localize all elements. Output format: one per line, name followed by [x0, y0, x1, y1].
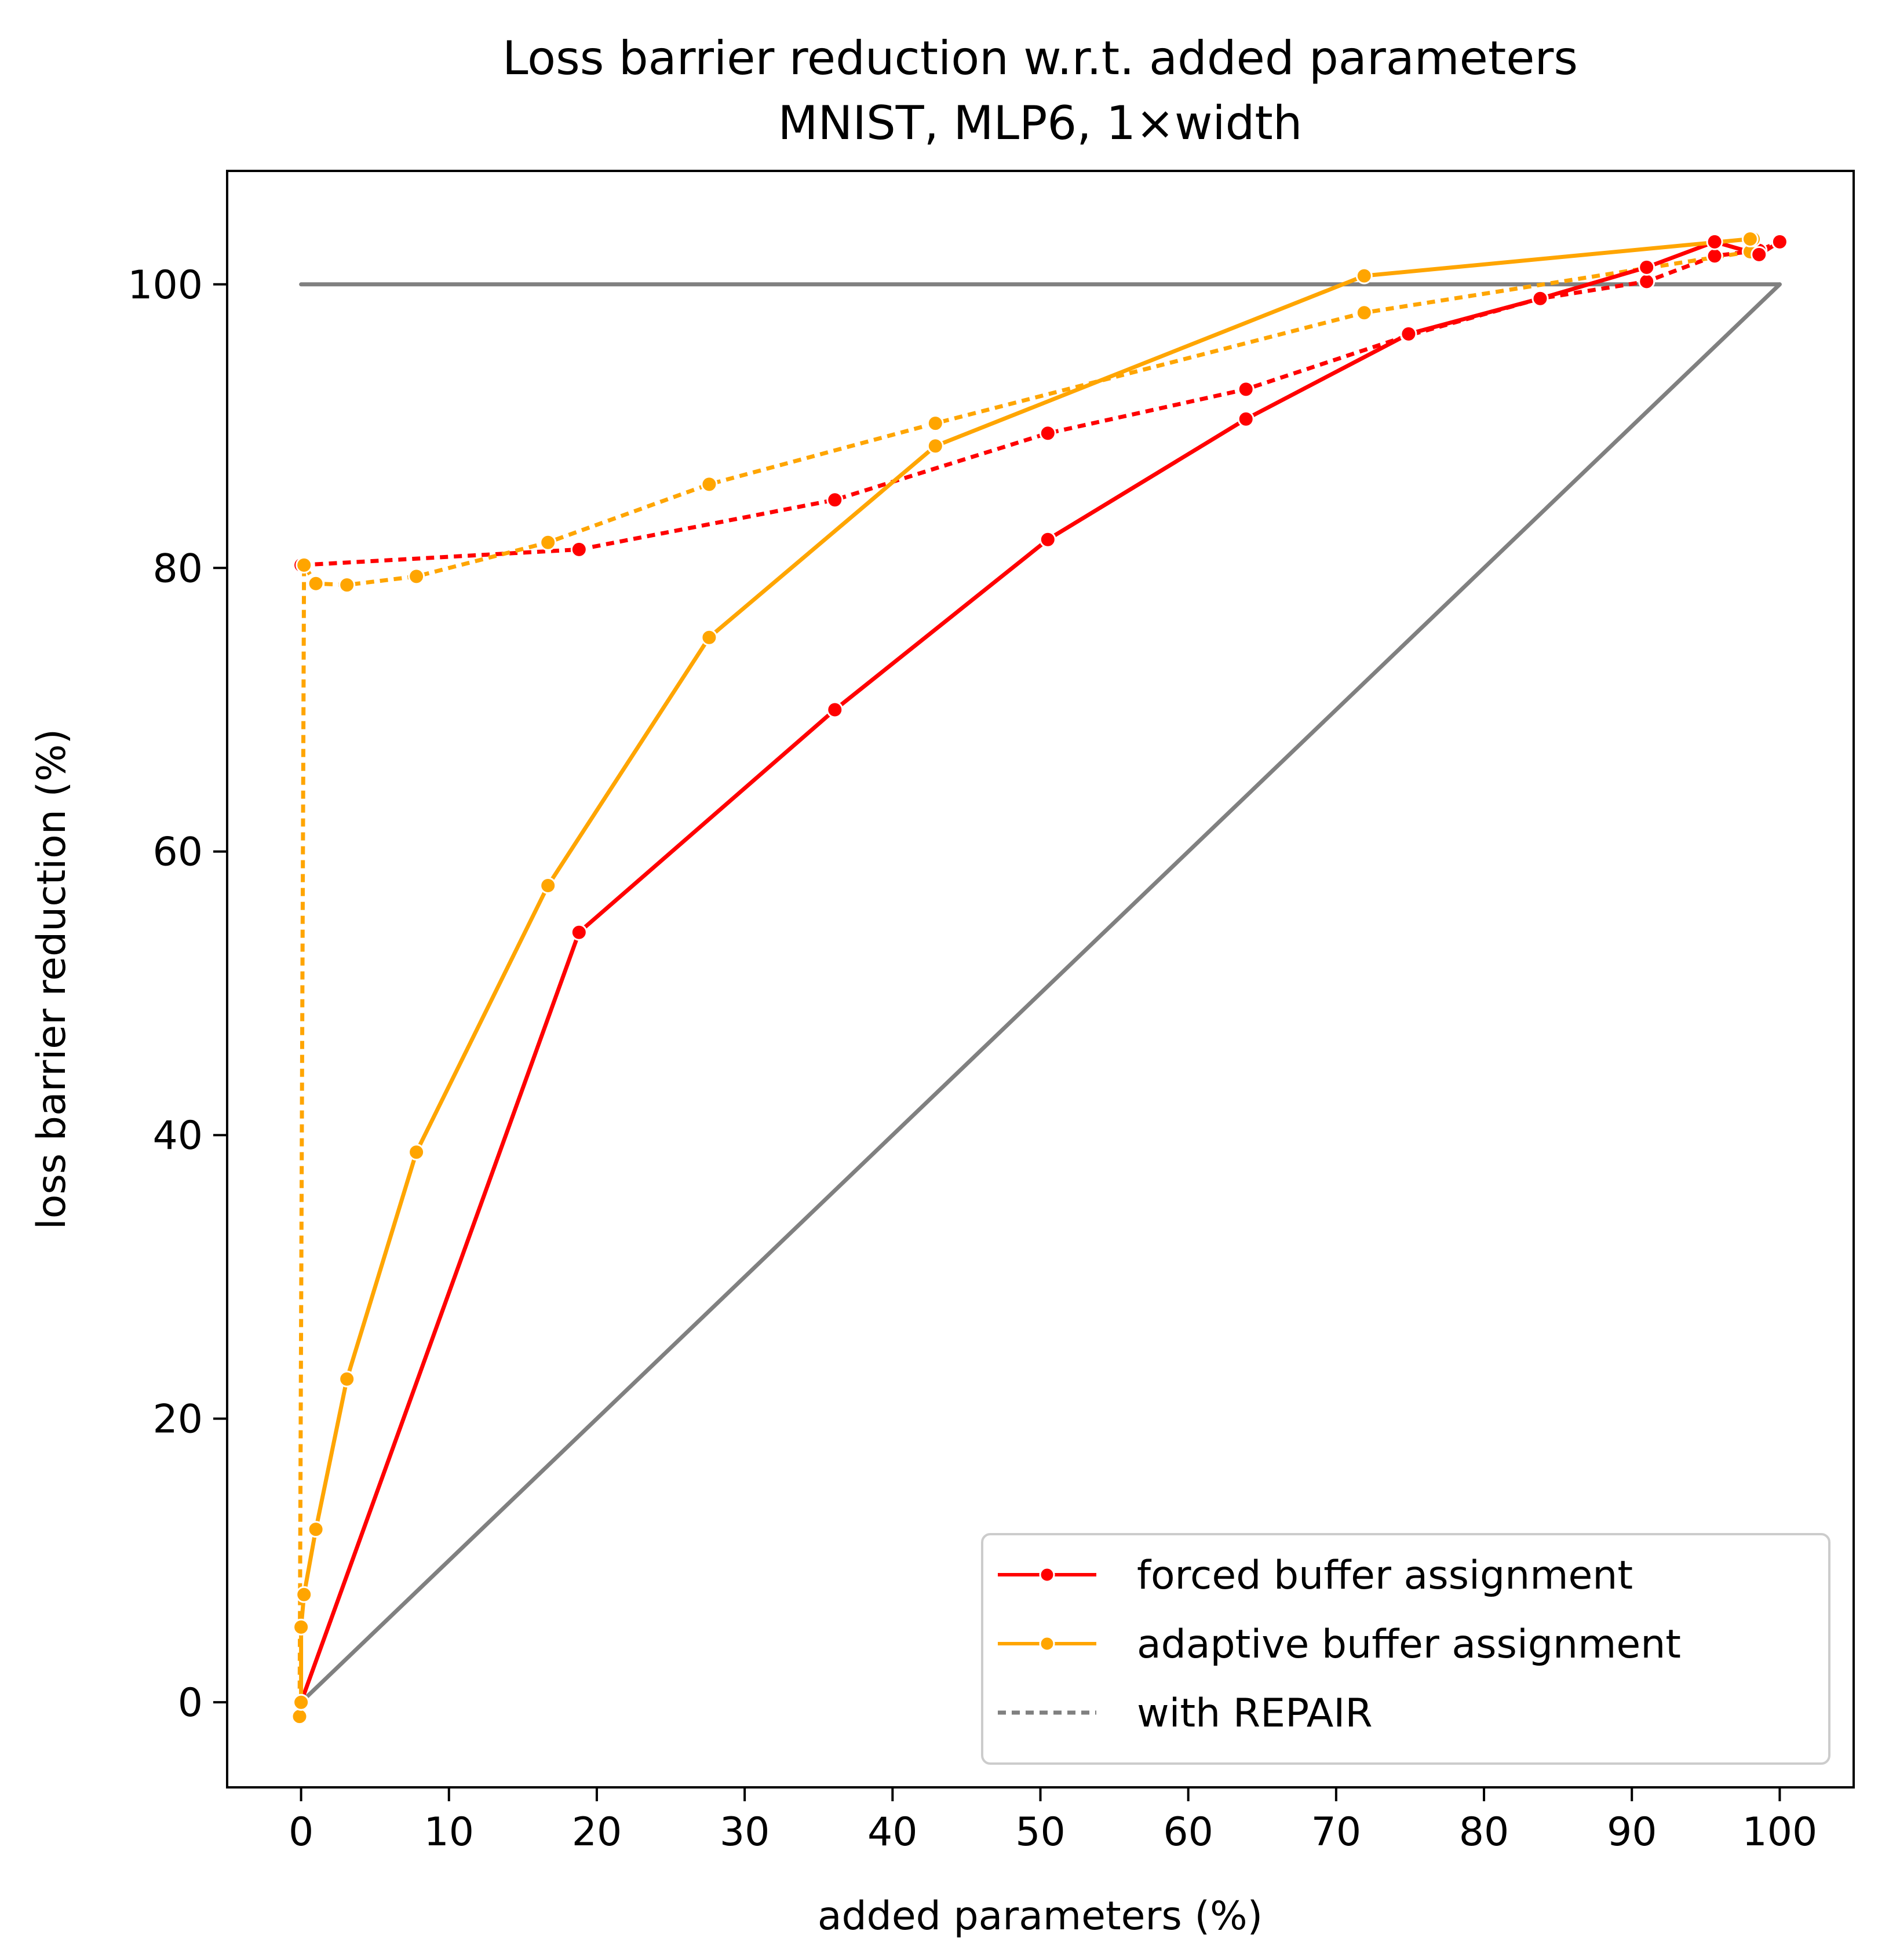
- chart-subtitle: MNIST, MLP6, 1×width: [778, 96, 1303, 150]
- series-3-point: [307, 575, 324, 592]
- series-0-point: [1706, 233, 1723, 250]
- y-tick-label: 100: [127, 262, 203, 308]
- series-2-point: [1638, 273, 1655, 290]
- series-layer: [291, 231, 1788, 1725]
- x-tick-label: 70: [1311, 1809, 1362, 1855]
- y-tick-label: 0: [178, 1680, 203, 1726]
- x-axis-title: added parameters (%): [818, 1893, 1263, 1939]
- x-axis: 0 10 20 30 40 50 60 70 80 90 100: [289, 1787, 1817, 1855]
- series-1-point: [927, 437, 944, 455]
- x-tick-label: 30: [720, 1809, 770, 1855]
- series-2-point: [1237, 381, 1255, 398]
- series-2-point: [1706, 247, 1723, 265]
- series-1-point: [1355, 267, 1373, 284]
- series-3-point: [296, 556, 313, 574]
- chart-title: Loss barrier reduction w.r.t. added para…: [502, 31, 1578, 85]
- series-3-point: [408, 568, 425, 585]
- legend-label-forced: forced buffer assignment: [1137, 1553, 1633, 1598]
- series-1-point: [1741, 231, 1759, 247]
- series-1-point: [293, 1693, 310, 1711]
- legend-marker-forced: [1039, 1567, 1055, 1583]
- x-tick-label: 100: [1742, 1809, 1818, 1855]
- series-1-point: [307, 1521, 324, 1538]
- x-tick-label: 60: [1163, 1809, 1213, 1855]
- series-0-point: [1751, 246, 1768, 263]
- series-1-point: [539, 877, 557, 894]
- series-0-point: [1237, 410, 1255, 428]
- legend: forced buffer assignment adaptive buffer…: [981, 1533, 1830, 1765]
- series-0-point: [1771, 233, 1788, 250]
- series-1-point: [296, 1586, 313, 1603]
- series-3-point: [291, 1708, 308, 1725]
- x-tick-label: 90: [1607, 1809, 1657, 1855]
- x-tick-label: 10: [424, 1809, 475, 1855]
- series-3-point: [927, 415, 944, 432]
- legend-label-adaptive: adaptive buffer assignment: [1137, 1622, 1681, 1667]
- series-0-point: [1638, 258, 1655, 276]
- series-0-point: [1531, 290, 1549, 307]
- x-tick-label: 50: [1015, 1809, 1066, 1855]
- y-axis: 0 20 40 60 80 100: [127, 262, 227, 1726]
- series-0-point: [1400, 325, 1417, 342]
- y-tick-label: 20: [152, 1397, 203, 1443]
- x-tick-label: 20: [572, 1809, 622, 1855]
- series-2-point: [826, 491, 844, 509]
- y-tick-label: 40: [152, 1113, 203, 1159]
- legend-marker-adaptive: [1039, 1636, 1055, 1652]
- series-1-point: [338, 1370, 356, 1388]
- series-3-point: [539, 534, 557, 551]
- series-0-point: [826, 701, 844, 718]
- legend-label-repair: with REPAIR: [1137, 1691, 1373, 1736]
- y-tick-label: 60: [152, 830, 203, 875]
- series-3-point: [338, 576, 356, 594]
- x-tick-label: 0: [289, 1809, 313, 1855]
- series-3-point: [1355, 304, 1373, 322]
- x-tick-label: 40: [867, 1809, 918, 1855]
- series-2-point: [570, 541, 588, 558]
- series-1-point: [293, 1618, 310, 1636]
- series-line-5: [299, 282, 1782, 1704]
- legend-box: [981, 1533, 1830, 1765]
- series-1-point: [408, 1144, 425, 1161]
- y-axis-title: loss barrier reduction (%): [29, 729, 75, 1229]
- series-3-point: [701, 476, 718, 493]
- series-0-point: [1039, 531, 1056, 548]
- series-line-2: [301, 240, 1781, 567]
- series-0-point: [570, 924, 588, 941]
- series-2-point: [1039, 425, 1056, 442]
- y-tick-label: 80: [152, 546, 203, 592]
- x-tick-label: 80: [1459, 1809, 1509, 1855]
- series-1-point: [701, 629, 718, 646]
